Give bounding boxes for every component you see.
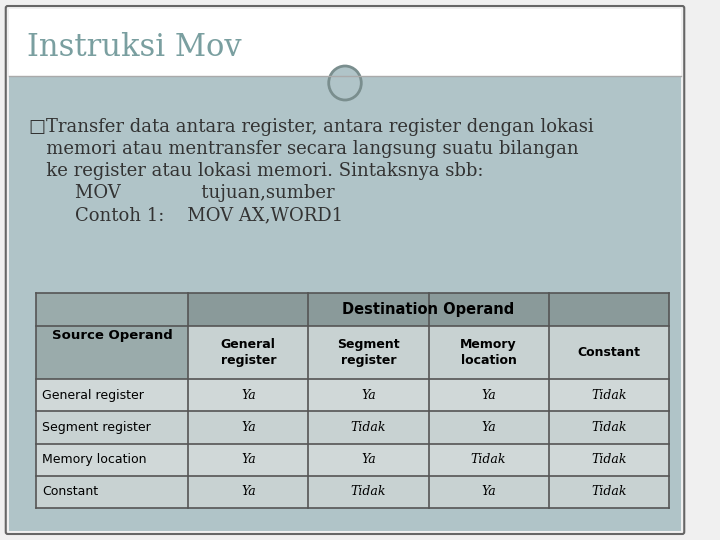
Text: Constant: Constant xyxy=(577,346,640,359)
Bar xyxy=(308,476,428,508)
Text: □Transfer data antara register, antara register dengan lokasi: □Transfer data antara register, antara r… xyxy=(29,118,593,136)
Text: Tidak: Tidak xyxy=(591,453,626,466)
Bar xyxy=(188,411,308,443)
Text: Ya: Ya xyxy=(481,485,496,498)
Text: Ya: Ya xyxy=(481,389,496,402)
Circle shape xyxy=(329,66,361,100)
Text: Ya: Ya xyxy=(241,421,256,434)
Bar xyxy=(188,293,669,326)
Bar xyxy=(37,476,188,508)
Bar xyxy=(308,443,428,476)
Text: General register: General register xyxy=(42,389,144,402)
Text: Constant: Constant xyxy=(42,485,99,498)
Bar xyxy=(188,379,308,411)
Bar xyxy=(37,411,188,443)
Text: Ya: Ya xyxy=(361,453,376,466)
Text: Segment register: Segment register xyxy=(42,421,151,434)
Text: MOV              tujuan,sumber: MOV tujuan,sumber xyxy=(29,184,334,202)
Bar xyxy=(9,76,681,531)
Text: Ya: Ya xyxy=(481,421,496,434)
Text: Segment
register: Segment register xyxy=(337,338,400,367)
Text: Tidak: Tidak xyxy=(591,485,626,498)
Bar xyxy=(308,411,428,443)
Text: memori atau mentransfer secara langsung suatu bilangan: memori atau mentransfer secara langsung … xyxy=(29,140,578,158)
Bar xyxy=(549,411,669,443)
Text: Contoh 1:    MOV AX,WORD1: Contoh 1: MOV AX,WORD1 xyxy=(29,206,343,224)
Bar xyxy=(9,9,681,76)
Bar xyxy=(549,443,669,476)
Text: Memory
location: Memory location xyxy=(460,338,517,367)
Text: Tidak: Tidak xyxy=(591,421,626,434)
Bar xyxy=(188,326,308,379)
Bar xyxy=(308,379,428,411)
Bar xyxy=(37,443,188,476)
Bar xyxy=(428,443,549,476)
Bar xyxy=(428,379,549,411)
Bar xyxy=(549,326,669,379)
Bar xyxy=(308,326,428,379)
Bar xyxy=(428,476,549,508)
Text: Instruksi Mov: Instruksi Mov xyxy=(27,32,241,64)
Bar xyxy=(549,379,669,411)
Text: Tidak: Tidak xyxy=(471,453,506,466)
Text: Tidak: Tidak xyxy=(591,389,626,402)
Text: General
register: General register xyxy=(220,338,276,367)
Text: Tidak: Tidak xyxy=(351,421,386,434)
Text: Destination Operand: Destination Operand xyxy=(343,302,515,317)
Text: Ya: Ya xyxy=(241,389,256,402)
Text: Ya: Ya xyxy=(361,389,376,402)
Text: Ya: Ya xyxy=(241,485,256,498)
Bar xyxy=(428,411,549,443)
Bar xyxy=(188,476,308,508)
Bar xyxy=(549,476,669,508)
Text: Tidak: Tidak xyxy=(351,485,386,498)
Bar xyxy=(37,379,188,411)
Text: Source Operand: Source Operand xyxy=(52,329,173,342)
Bar xyxy=(37,293,188,379)
Bar xyxy=(428,326,549,379)
Text: ke register atau lokasi memori. Sintaksnya sbb:: ke register atau lokasi memori. Sintaksn… xyxy=(29,162,483,180)
Text: Memory location: Memory location xyxy=(42,453,147,466)
FancyBboxPatch shape xyxy=(6,6,684,534)
Text: Ya: Ya xyxy=(241,453,256,466)
Bar xyxy=(188,443,308,476)
